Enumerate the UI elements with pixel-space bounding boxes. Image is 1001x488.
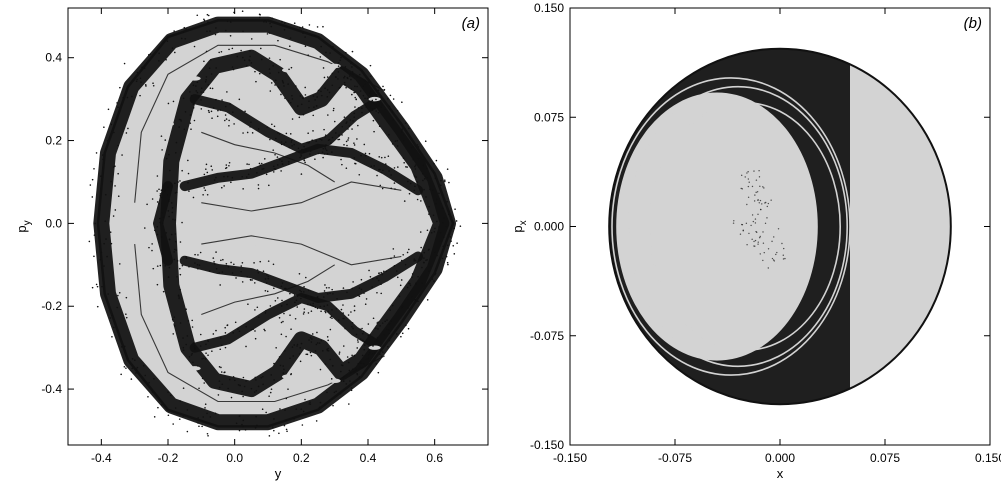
thin-orbit-curve: [201, 131, 335, 183]
thin-orbit-arc: [648, 101, 841, 352]
region-boundary: [96, 19, 455, 428]
y-tick-label: 0.2: [45, 134, 62, 148]
panel-label: (a): [462, 15, 480, 32]
y-tick-label: 0.000: [534, 220, 564, 234]
x-tick-label: 0.0: [226, 451, 243, 465]
x-tick-label: -0.4: [91, 451, 112, 465]
island: [328, 241, 341, 247]
thin-orbit-arc: [627, 85, 848, 368]
island: [188, 76, 201, 81]
island: [245, 200, 258, 205]
plot-area: [608, 47, 952, 406]
y-axis-label: py: [14, 220, 33, 232]
y-tick-label: -0.075: [530, 329, 564, 343]
chaotic-crescent: [609, 48, 850, 405]
panel-b-phase-portrait: -0.150 -0.075 0.000 0.075 0.150 -0.150 -0.075 0…: [510, 1, 1001, 481]
y-tick-label: 0.075: [534, 110, 564, 124]
island: [368, 96, 381, 102]
thin-orbit-curve: [134, 44, 385, 203]
panel-a-phase-portrait: -0.4 -0.2 0.0 0.2 0.4 0.6 -0.4 -0.2 0.0 0.2 0.4 y py…: [14, 7, 489, 481]
y-tick-label: 0.0: [45, 216, 62, 230]
x-tick-label: 0.2: [293, 451, 310, 465]
y-tick-label: -0.150: [530, 438, 564, 452]
island: [328, 200, 341, 205]
chaotic-band: [153, 181, 173, 266]
x-tick-label: -0.075: [658, 451, 692, 465]
x-tick-label: 0.6: [426, 451, 443, 465]
y-axis-label: px: [510, 220, 529, 232]
central-texture: [732, 170, 786, 269]
thin-orbit-curve: [201, 235, 402, 266]
panel-label: (b): [964, 15, 982, 32]
island: [245, 241, 258, 247]
y-tick-label: 0.4: [45, 51, 62, 65]
x-tick-label: -0.2: [158, 451, 179, 465]
thin-orbit-curve: [201, 181, 402, 212]
region-boundary: [608, 47, 952, 406]
thin-orbit-curve: [134, 244, 385, 403]
island: [368, 345, 381, 350]
island: [282, 67, 294, 73]
chaotic-band: [189, 94, 380, 154]
plot-frame: [67, 7, 489, 446]
x-tick-label: -0.150: [553, 451, 587, 465]
plot-area: [88, 10, 462, 437]
island: [328, 378, 341, 383]
thin-orbit-curve: [201, 264, 335, 316]
x-tick-label: 0.075: [870, 451, 900, 465]
island: [282, 374, 294, 379]
x-axis-label: x: [777, 466, 784, 481]
x-axis-label: y: [275, 466, 282, 481]
y-tick-label: -0.2: [41, 299, 62, 313]
island: [188, 366, 201, 371]
y-tick-label: 0.150: [534, 1, 564, 15]
thin-orbit-arc: [611, 77, 850, 376]
island: [162, 320, 174, 326]
x-tick-label: 0.000: [765, 451, 795, 465]
x-tick-label: 0.150: [975, 451, 1001, 465]
island: [195, 221, 208, 226]
island: [162, 121, 174, 127]
y-tick-label: -0.4: [41, 382, 62, 396]
x-tick-label: 0.4: [360, 451, 377, 465]
island: [328, 63, 341, 69]
